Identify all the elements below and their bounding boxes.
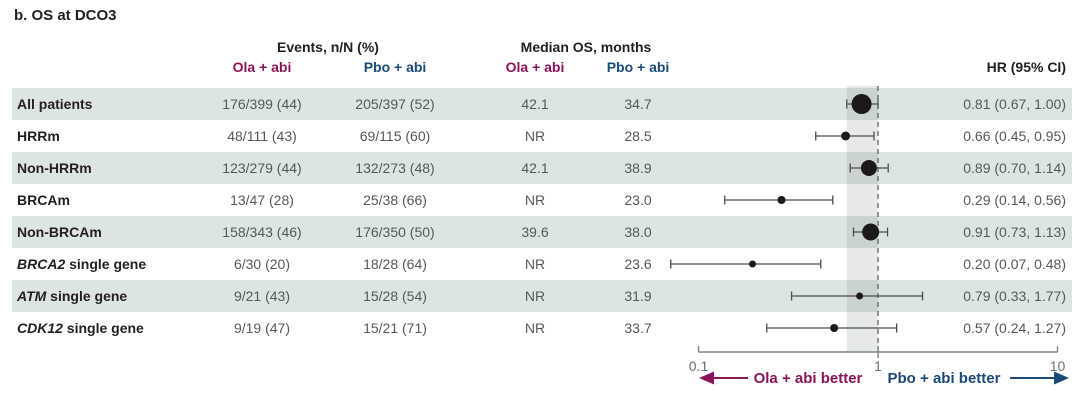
events-ola-column-header: Ola + abi (232, 59, 292, 75)
median-ola-column-header: Ola + abi (505, 59, 565, 75)
cell-events-pbo: 132/273 (48) (355, 160, 435, 176)
table-row: All patients 176/399 (44) 205/397 (52) 42.1… (12, 88, 1072, 120)
cell-events-pbo: 18/28 (64) (363, 256, 427, 272)
table-row: Non-HRRm 123/279 (44) 132/273 (48) 42.1 38.9… (12, 152, 1072, 184)
cell-hr-ci: 0.57 (0.24, 1.27) (963, 320, 1066, 336)
figure-title: b. OS at DCO3 (14, 7, 117, 24)
left-arrow-head-icon (699, 371, 714, 385)
cell-median-ola: NR (524, 192, 546, 208)
cell-hr-ci: 0.66 (0.45, 0.95) (963, 128, 1066, 144)
events-pbo-column-header: Pbo + abi (363, 59, 427, 75)
cell-hr-ci: 0.29 (0.14, 0.56) (963, 192, 1066, 208)
gene-name: BRCA2 (17, 256, 66, 272)
table-row: CDK12 single gene 9/19 (47) 15/21 (71) NR 33… (12, 312, 1072, 344)
cell-hr-ci: 0.79 (0.33, 1.77) (963, 288, 1066, 304)
right-arrow-head-icon (1054, 371, 1069, 385)
row-label: HRRm (17, 128, 60, 144)
table-row: HRRm 48/111 (43) 69/115 (60) NR 28.5 0.66 (0.… (12, 120, 1072, 152)
cell-events-pbo: 15/28 (54) (363, 288, 427, 304)
row-label: Non-BRCAm (17, 224, 102, 240)
cell-events-ola: 176/399 (44) (222, 96, 302, 112)
cell-hr-ci: 0.91 (0.73, 1.13) (963, 224, 1066, 240)
cell-events-pbo: 205/397 (52) (355, 96, 435, 112)
median-pbo-column-header: Pbo + abi (606, 59, 670, 75)
cell-events-pbo: 69/115 (60) (359, 128, 431, 144)
cell-median-ola: NR (524, 128, 546, 144)
gene-name: CDK12 (17, 320, 63, 336)
cell-median-ola: NR (524, 320, 546, 336)
row-label: BRCAm (17, 192, 70, 208)
axis-tick-label: 1 (874, 358, 882, 374)
cell-events-ola: 13/47 (28) (230, 192, 294, 208)
cell-events-ola: 48/111 (43) (227, 128, 297, 144)
cell-median-pbo: 34.7 (624, 96, 652, 112)
axis-tick-label: 0.1 (689, 358, 709, 374)
axis-tick-label: 10 (1050, 358, 1066, 374)
table-row: Non-BRCAm 158/343 (46) 176/350 (50) 39.6 38.… (12, 216, 1072, 248)
cell-median-pbo: 23.0 (624, 192, 652, 208)
cell-median-pbo: 31.9 (624, 288, 652, 304)
table-row: BRCAm 13/47 (28) 25/38 (66) NR 23.0 0.29 (0.1… (12, 184, 1072, 216)
cell-median-pbo: 23.6 (624, 256, 652, 272)
row-label: All patients (17, 96, 93, 112)
cell-events-pbo: 15/21 (71) (363, 320, 427, 336)
cell-events-ola: 123/279 (44) (222, 160, 302, 176)
cell-hr-ci: 0.20 (0.07, 0.48) (963, 256, 1066, 272)
cell-events-pbo: 176/350 (50) (355, 224, 435, 240)
row-label: ATM single gene (17, 288, 128, 304)
cell-median-ola: NR (524, 256, 546, 272)
cell-events-pbo: 25/38 (66) (363, 192, 427, 208)
cell-median-pbo: 38.9 (624, 160, 652, 176)
gene-name: ATM (17, 288, 47, 304)
cell-events-ola: 6/30 (20) (233, 256, 291, 272)
cell-median-ola: 42.1 (521, 160, 549, 176)
row-label: BRCA2 single gene (17, 256, 147, 272)
cell-events-ola: 158/343 (46) (222, 224, 302, 240)
cell-median-ola: 42.1 (521, 96, 549, 112)
cell-events-ola: 9/19 (47) (233, 320, 291, 336)
cell-median-pbo: 33.7 (624, 320, 652, 336)
median-group-header: Median OS, months (520, 39, 652, 55)
hr-column-header: HR (95% CI) (986, 59, 1066, 75)
table-row: BRCA2 single gene 6/30 (20) 18/28 (64) NR 23… (12, 248, 1072, 280)
row-label: CDK12 single gene (17, 320, 144, 336)
cell-hr-ci: 0.89 (0.70, 1.14) (963, 160, 1066, 176)
cell-median-pbo: 38.0 (624, 224, 652, 240)
row-label: Non-HRRm (17, 160, 92, 176)
cell-median-ola: NR (524, 288, 546, 304)
cell-median-ola: 39.6 (521, 224, 549, 240)
cell-events-ola: 9/21 (43) (233, 288, 291, 304)
table-row: ATM single gene 9/21 (43) 15/28 (54) NR 31.9… (12, 280, 1072, 312)
cell-median-pbo: 28.5 (624, 128, 652, 144)
right-arrow-label: Pbo + abi better (888, 370, 1001, 387)
left-arrow-label: Ola + abi better (754, 370, 863, 387)
events-group-header: Events, n/N (%) (277, 39, 379, 55)
cell-hr-ci: 0.81 (0.67, 1.00) (963, 96, 1066, 112)
